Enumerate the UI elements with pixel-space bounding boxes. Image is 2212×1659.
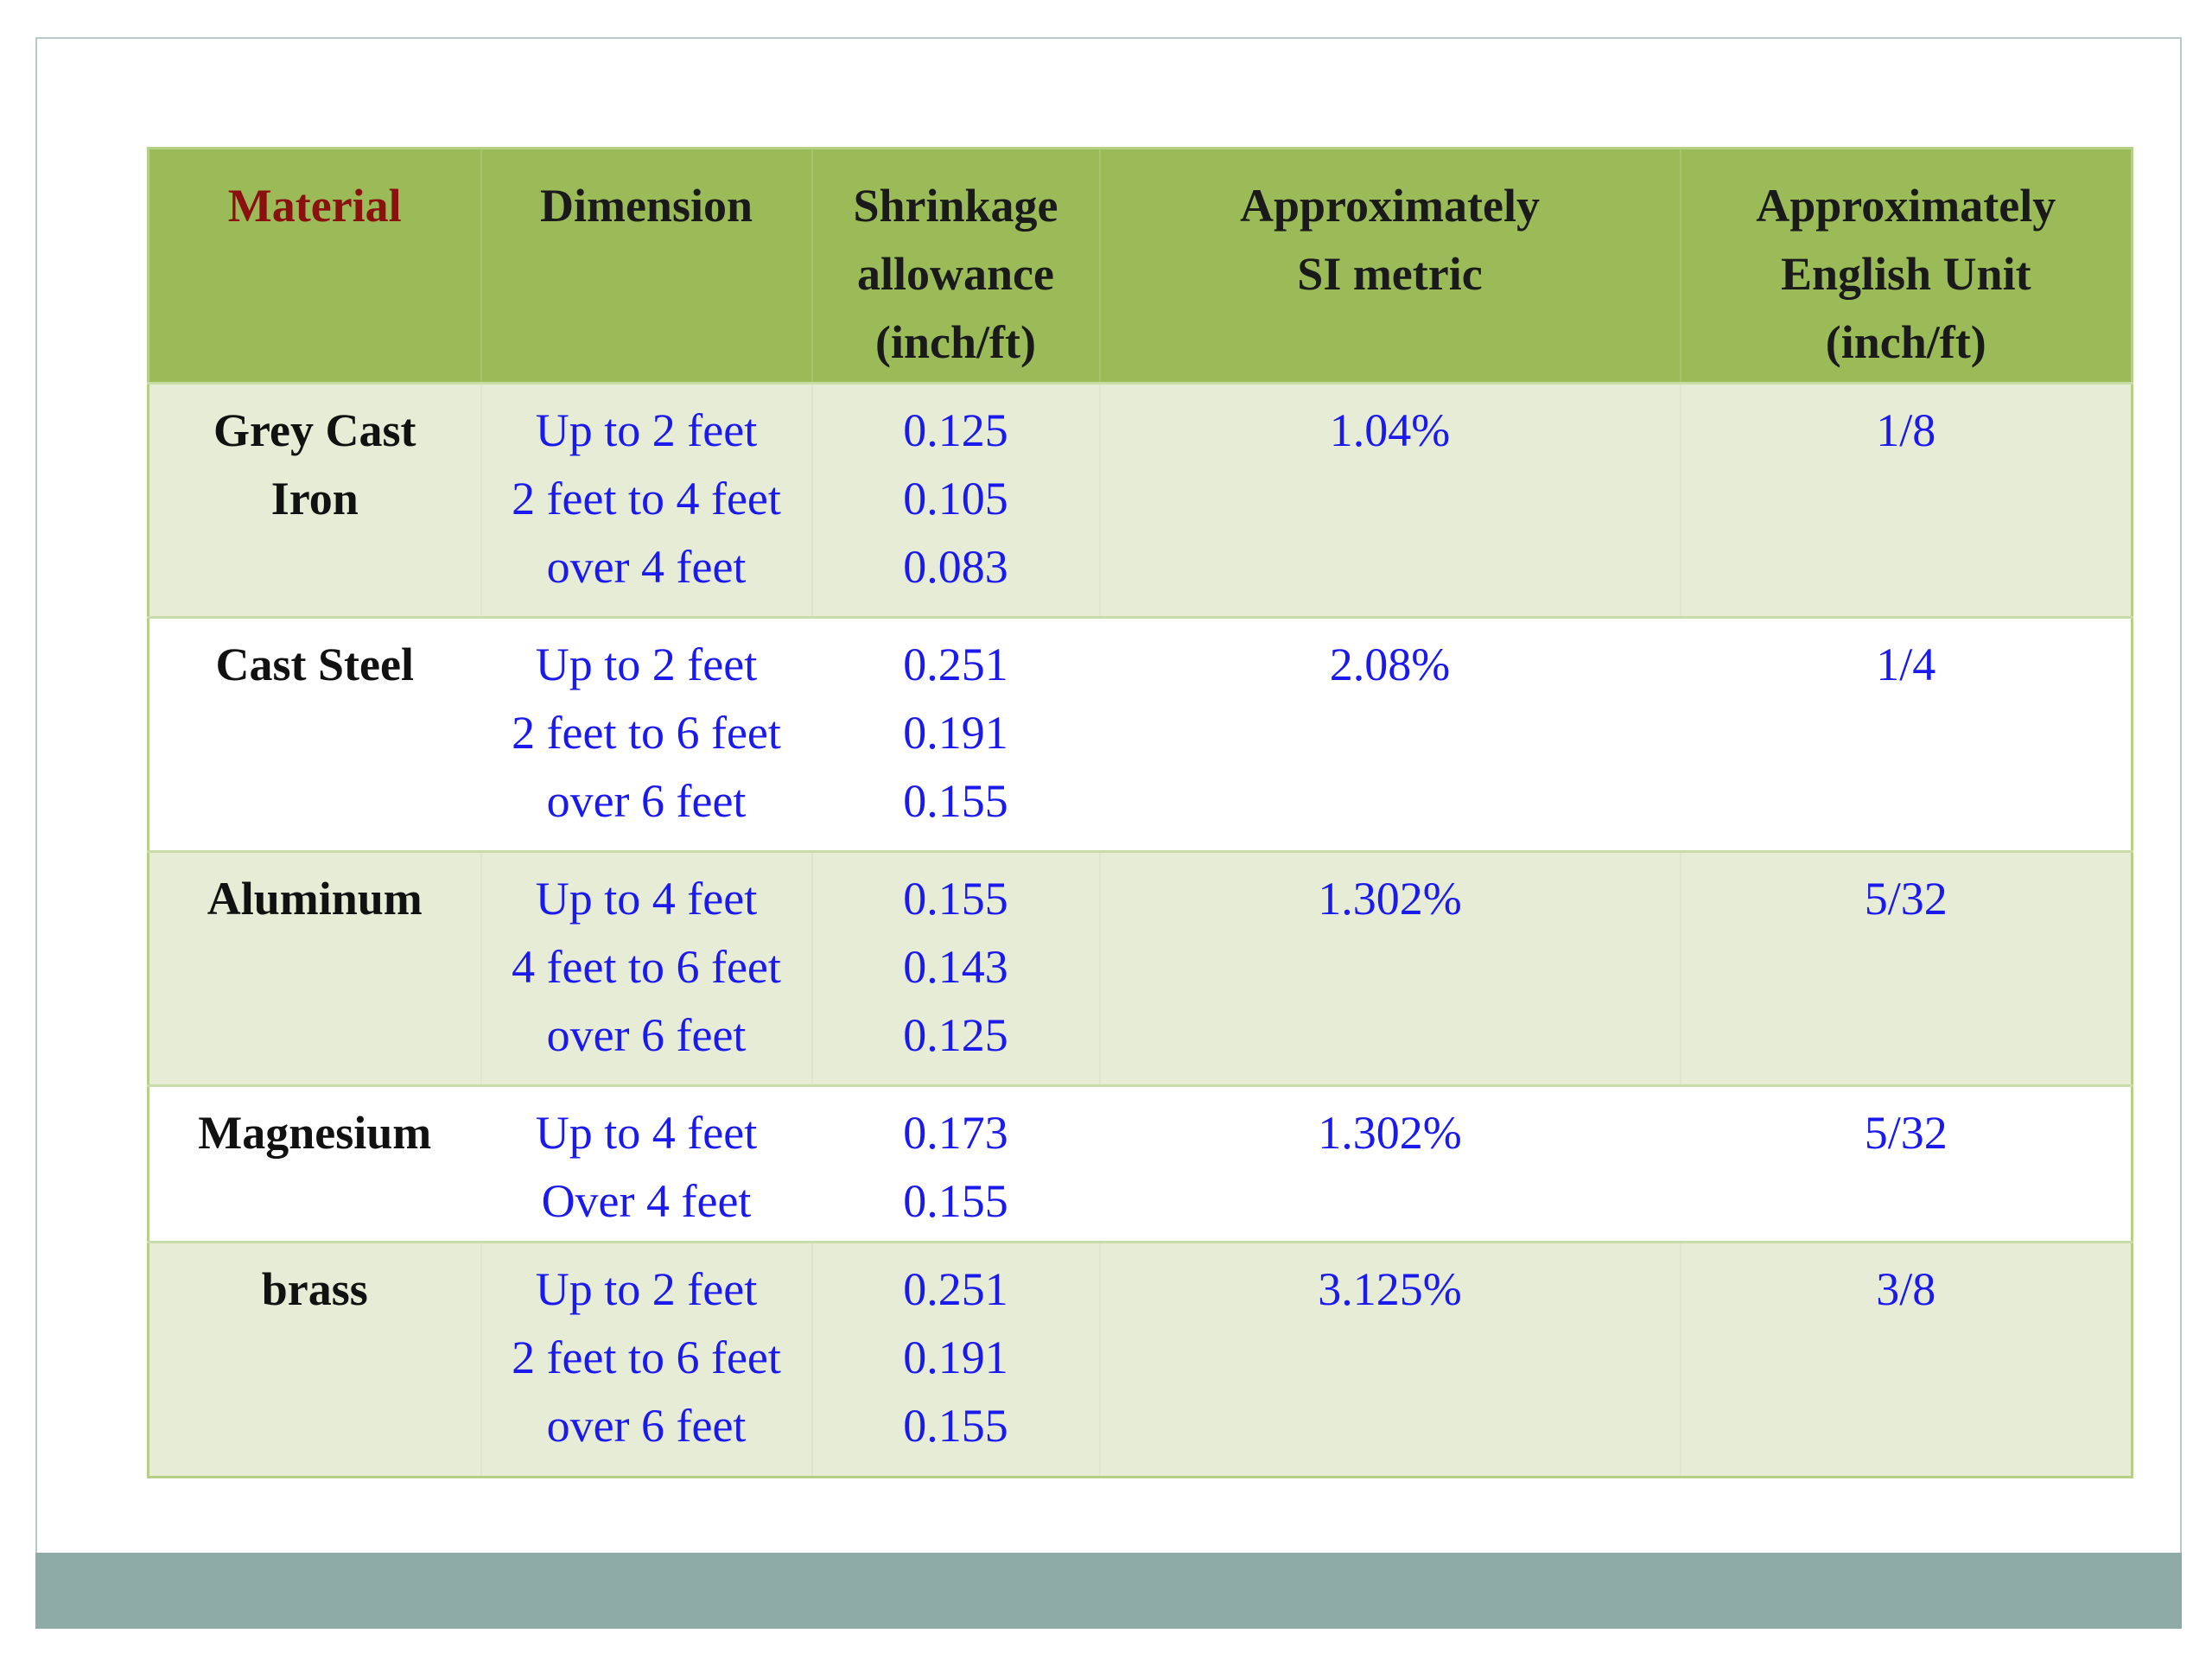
- table-row: Grey Cast Iron Up to 2 feet 2 feet to 4 …: [148, 383, 2133, 618]
- dimension-range: Up to 2 feet: [535, 1263, 758, 1315]
- table-row: Cast Steel Up to 2 feet 2 feet to 6 feet…: [148, 617, 2133, 852]
- si-metric-value: 3.125%: [1318, 1263, 1462, 1315]
- allowance-value: 0.143: [903, 941, 1008, 993]
- si-metric-cell: 2.08%: [1099, 617, 1681, 852]
- dimension-range: Over 4 feet: [541, 1175, 752, 1227]
- allowance-value: 0.155: [903, 873, 1008, 925]
- header-row: Material Dimension Shrinkage allowance (…: [148, 148, 2133, 384]
- header-si-metric-line-2: SI metric: [1297, 248, 1483, 300]
- dimension-range: over 4 feet: [546, 541, 747, 593]
- english-unit-cell: 1/8: [1680, 383, 2133, 618]
- dimension-cell: Up to 2 feet 2 feet to 4 feet over 4 fee…: [480, 383, 813, 618]
- table-row: brass Up to 2 feet 2 feet to 6 feet over…: [148, 1242, 2133, 1478]
- allowance-cell: 0.173 0.155: [811, 1085, 1101, 1243]
- material-name: Magnesium: [198, 1107, 432, 1159]
- allowance-value: 0.191: [903, 707, 1008, 759]
- allowance-value: 0.155: [903, 1175, 1008, 1227]
- dimension-range: 2 feet to 6 feet: [512, 707, 781, 759]
- dimension-range: Up to 2 feet: [535, 639, 758, 690]
- table-header: Material Dimension Shrinkage allowance (…: [148, 148, 2133, 384]
- allowance-value: 0.125: [903, 1009, 1008, 1061]
- header-english-unit-line-2: English Unit: [1780, 248, 2031, 300]
- dimension-range: 4 feet to 6 feet: [512, 941, 781, 993]
- si-metric-value: 1.302%: [1318, 873, 1462, 925]
- header-english-unit-line-3: (inch/ft): [1825, 316, 1986, 368]
- header-si-metric-line-1: Approximately: [1240, 180, 1540, 232]
- english-unit-value: 1/8: [1876, 404, 1936, 456]
- dimension-range: Up to 4 feet: [535, 1107, 758, 1159]
- english-unit-value: 1/4: [1876, 639, 1936, 690]
- material-name: brass: [261, 1263, 368, 1315]
- english-unit-value: 5/32: [1864, 1107, 1948, 1159]
- header-si-metric: Approximately SI metric: [1099, 148, 1681, 384]
- header-shrinkage-line-1: Shrinkage: [853, 180, 1058, 232]
- shrinkage-allowance-table: Material Dimension Shrinkage allowance (…: [147, 147, 2133, 1478]
- header-dimension: Dimension: [480, 148, 813, 384]
- english-unit-cell: 5/32: [1680, 851, 2133, 1086]
- table-body: Grey Cast Iron Up to 2 feet 2 feet to 4 …: [148, 383, 2133, 1478]
- header-material: Material: [148, 148, 482, 384]
- header-english-unit-line-1: Approximately: [1756, 180, 2056, 232]
- english-unit-cell: 1/4: [1681, 618, 2133, 852]
- si-metric-value: 1.04%: [1329, 404, 1451, 456]
- dimension-range: over 6 feet: [546, 1400, 747, 1452]
- allowance-value: 0.155: [903, 775, 1008, 827]
- header-shrinkage: Shrinkage allowance (inch/ft): [811, 148, 1101, 384]
- allowance-cell: 0.155 0.143 0.125: [811, 851, 1101, 1086]
- allowance-value: 0.173: [903, 1107, 1008, 1159]
- si-metric-cell: 3.125%: [1099, 1242, 1681, 1478]
- slide-footer-bar: [35, 1553, 2182, 1629]
- allowance-value: 0.155: [903, 1400, 1008, 1452]
- allowance-value: 0.251: [903, 639, 1008, 690]
- allowance-cell: 0.251 0.191 0.155: [811, 1242, 1101, 1478]
- header-shrinkage-line-3: (inch/ft): [875, 316, 1036, 368]
- english-unit-cell: 5/32: [1681, 1086, 2133, 1243]
- material-name: Aluminum: [207, 873, 423, 925]
- si-metric-cell: 1.04%: [1099, 383, 1681, 618]
- english-unit-value: 5/32: [1864, 873, 1948, 925]
- dimension-range: Up to 2 feet: [535, 404, 758, 456]
- material-name: Iron: [270, 473, 359, 524]
- allowance-value: 0.105: [903, 473, 1008, 524]
- header-material-label: Material: [227, 180, 402, 232]
- si-metric-value: 2.08%: [1329, 639, 1451, 690]
- dimension-range: 2 feet to 4 feet: [512, 473, 781, 524]
- allowance-value: 0.125: [903, 404, 1008, 456]
- dimension-range: over 6 feet: [546, 775, 747, 827]
- header-shrinkage-line-2: allowance: [857, 248, 1054, 300]
- allowance-value: 0.083: [903, 541, 1008, 593]
- dimension-cell: Up to 4 feet 4 feet to 6 feet over 6 fee…: [480, 851, 813, 1086]
- header-dimension-label: Dimension: [539, 180, 753, 232]
- allowance-value: 0.251: [903, 1263, 1008, 1315]
- material-cell: brass: [148, 1242, 482, 1478]
- material-cell: Magnesium: [148, 1085, 482, 1243]
- allowance-cell: 0.125 0.105 0.083: [811, 383, 1101, 618]
- allowance-value: 0.191: [903, 1332, 1008, 1383]
- material-name: Grey Cast: [213, 404, 416, 456]
- dimension-cell: Up to 2 feet 2 feet to 6 feet over 6 fee…: [480, 617, 813, 852]
- dimension-range: 2 feet to 6 feet: [512, 1332, 781, 1383]
- material-cell: Aluminum: [148, 851, 482, 1086]
- dimension-range: Up to 4 feet: [535, 873, 758, 925]
- english-unit-cell: 3/8: [1680, 1242, 2133, 1478]
- header-english-unit: Approximately English Unit (inch/ft): [1681, 149, 2133, 384]
- si-metric-cell: 1.302%: [1099, 851, 1681, 1086]
- si-metric-cell: 1.302%: [1099, 1085, 1681, 1243]
- allowance-cell: 0.251 0.191 0.155: [811, 617, 1101, 852]
- material-cell: Cast Steel: [148, 617, 482, 852]
- material-name: Cast Steel: [215, 639, 414, 690]
- table-row: Magnesium Up to 4 feet Over 4 feet 0.173…: [148, 1085, 2133, 1243]
- english-unit-value: 3/8: [1876, 1263, 1936, 1315]
- dimension-range: over 6 feet: [546, 1009, 747, 1061]
- dimension-cell: Up to 2 feet 2 feet to 6 feet over 6 fee…: [480, 1242, 813, 1478]
- table-row: Aluminum Up to 4 feet 4 feet to 6 feet o…: [148, 851, 2133, 1086]
- dimension-cell: Up to 4 feet Over 4 feet: [480, 1085, 813, 1243]
- si-metric-value: 1.302%: [1318, 1107, 1462, 1159]
- material-cell: Grey Cast Iron: [148, 383, 482, 618]
